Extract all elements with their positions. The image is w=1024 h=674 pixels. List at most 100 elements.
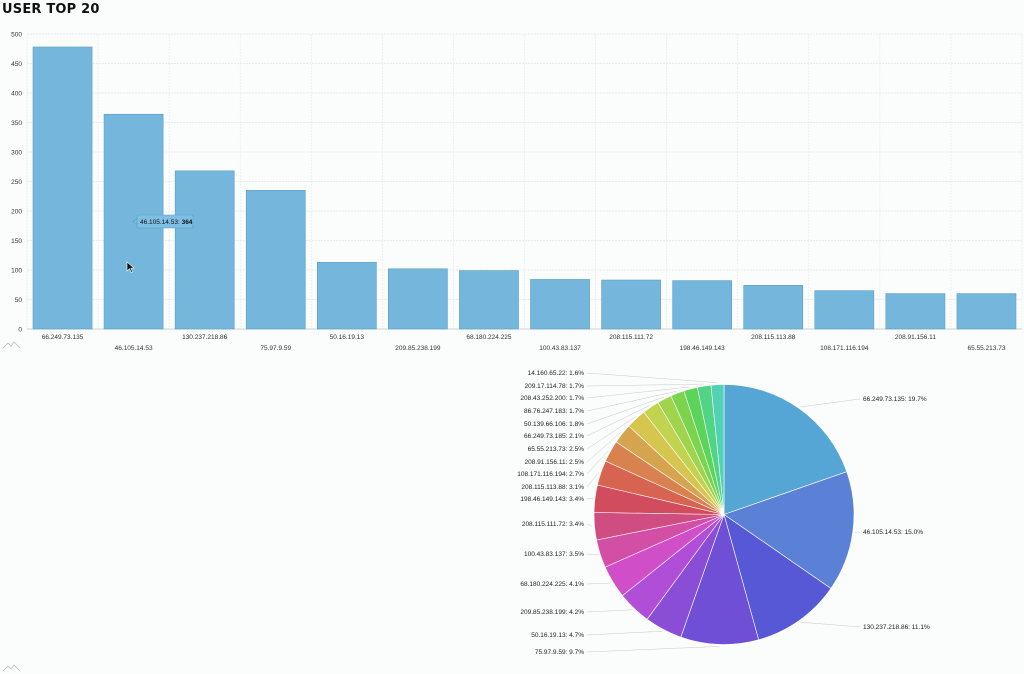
bar[interactable]	[743, 285, 804, 330]
slice-label: 209.17.114.78: 1.7%	[524, 383, 584, 390]
x-tick-label: 100.43.83.137	[539, 345, 581, 352]
bar-chart: 0 50 100 150 200 250 300 350 400 450 500 66.249.73.…	[11, 31, 1023, 352]
slice-label: 209.85.238.199: 4.2%	[520, 609, 584, 616]
pie-slice[interactable]	[622, 514, 725, 620]
y-tick-label: 400	[11, 90, 22, 97]
pie-slice[interactable]	[593, 512, 725, 541]
x-tick-label: 46.105.14.53	[115, 345, 153, 352]
slice-label: 66.249.73.135: 19.7%	[863, 396, 927, 403]
pie-slice[interactable]	[615, 425, 725, 515]
bar[interactable]	[459, 270, 519, 330]
x-tick-label: 208.91.156.11	[895, 334, 936, 341]
pie-slice[interactable]	[593, 484, 725, 515]
pie-slice[interactable]	[680, 513, 759, 645]
x-tick-label: 108.171.116.194	[820, 345, 869, 352]
pie-slice[interactable]	[646, 514, 725, 638]
slice-label: 208.43.252.200: 1.7%	[520, 395, 584, 402]
slice-label: 68.180.224.225: 4.1%	[520, 581, 584, 588]
pie-slice[interactable]	[604, 514, 725, 597]
pie-slice[interactable]	[597, 460, 725, 515]
y-tick-label: 450	[11, 61, 22, 68]
slice-label: 208.91.156.11: 2.5%	[524, 459, 584, 466]
slice-label: 46.105.14.53: 15.0%	[863, 529, 923, 536]
x-tick-label: 50.16.19.13	[330, 334, 365, 341]
leader-line	[586, 383, 704, 387]
slice-label: 75.97.9.59: 9.7%	[535, 649, 584, 656]
tooltip-text: 46.105.14.53: 364	[140, 219, 193, 226]
leader-line	[586, 646, 720, 653]
leader-line	[586, 405, 650, 437]
mountain-icon	[3, 341, 21, 349]
tooltip: 46.105.14.53: 364	[132, 214, 194, 229]
bar[interactable]	[245, 190, 306, 330]
slice-label: 108.171.116.194: 2.7%	[517, 471, 584, 478]
slice-label: 66.249.73.185: 2.1%	[524, 433, 584, 440]
slice-label: 50.16.19.13: 4.7%	[531, 632, 584, 639]
y-tick-label: 100	[11, 267, 22, 274]
pie-slice[interactable]	[723, 513, 832, 641]
bar[interactable]	[814, 290, 875, 330]
pie-slice[interactable]	[628, 411, 725, 515]
leader-line	[586, 450, 609, 475]
pie-slice[interactable]	[723, 471, 855, 589]
pie-slice[interactable]	[670, 390, 725, 515]
bar[interactable]	[316, 262, 377, 330]
mouse-cursor-icon	[126, 261, 135, 273]
pie-slice[interactable]	[723, 384, 848, 515]
leader-line	[800, 398, 861, 408]
page-title: USER TOP 20	[2, 2, 100, 17]
x-tick-label: 75.97.9.59	[260, 345, 291, 352]
leader-line	[586, 609, 633, 613]
x-tick-label: 65.55.213.73	[967, 345, 1005, 352]
y-tick-label: 150	[11, 238, 22, 245]
x-tick-label: 198.46.149.143	[680, 345, 726, 352]
bar[interactable]	[956, 293, 1017, 330]
pie-slice[interactable]	[596, 514, 725, 568]
leader-line	[586, 472, 600, 488]
pie-slice[interactable]	[710, 384, 725, 515]
slice-label: 65.55.213.73: 2.5%	[528, 446, 585, 453]
leader-line	[586, 523, 593, 527]
leader-line	[586, 498, 594, 500]
mountain-icon	[3, 664, 21, 672]
leader-line	[586, 417, 635, 450]
leader-line	[586, 582, 612, 585]
leader-line	[586, 391, 677, 412]
bar[interactable]	[174, 170, 235, 330]
slice-label: 208.115.113.88: 3.1%	[521, 484, 584, 491]
pie-slice[interactable]	[696, 384, 725, 515]
leader-line	[586, 386, 691, 399]
bar[interactable]	[672, 280, 733, 330]
bar[interactable]	[32, 46, 93, 330]
pie-slice[interactable]	[657, 395, 725, 515]
slice-label: 198.46.149.143: 3.4%	[520, 496, 584, 503]
bar[interactable]	[885, 293, 946, 330]
leader-line	[586, 396, 664, 425]
leader-line	[586, 630, 663, 636]
slice-label: 130.237.218.86: 11.1%	[863, 624, 930, 631]
y-tick-label: 0	[18, 326, 22, 333]
pie-slice[interactable]	[683, 386, 725, 515]
y-tick-label: 350	[11, 120, 22, 127]
pie-slice[interactable]	[643, 402, 725, 515]
y-tick-label: 200	[11, 208, 22, 215]
slice-label: 50.139.66.106: 1.8%	[524, 421, 584, 428]
bar[interactable]	[388, 268, 448, 330]
slice-label: 14.160.65.22: 1.6%	[528, 370, 585, 377]
y-tick-label: 250	[11, 179, 22, 186]
x-tick-label: 208.115.113.88	[751, 334, 796, 341]
x-tick-label: 209.85.238.199	[395, 345, 441, 352]
y-tick-label: 300	[11, 149, 22, 156]
x-tick-label: 130.237.218.86	[182, 334, 228, 341]
y-tick-label: 500	[11, 31, 22, 38]
y-tick-label: 50	[15, 297, 23, 304]
slice-label: 208.115.111.72: 3.4%	[522, 521, 584, 528]
slice-label: 86.76.247.183: 1.7%	[524, 408, 584, 415]
bar[interactable]	[601, 279, 661, 330]
x-tick-label: 68.180.224.225	[466, 334, 512, 341]
bar[interactable]	[530, 279, 590, 330]
pie-slice[interactable]	[605, 441, 725, 515]
leader-line	[586, 432, 621, 463]
x-tick-label: 208.115.111.72	[609, 334, 653, 341]
leader-line	[800, 621, 861, 628]
